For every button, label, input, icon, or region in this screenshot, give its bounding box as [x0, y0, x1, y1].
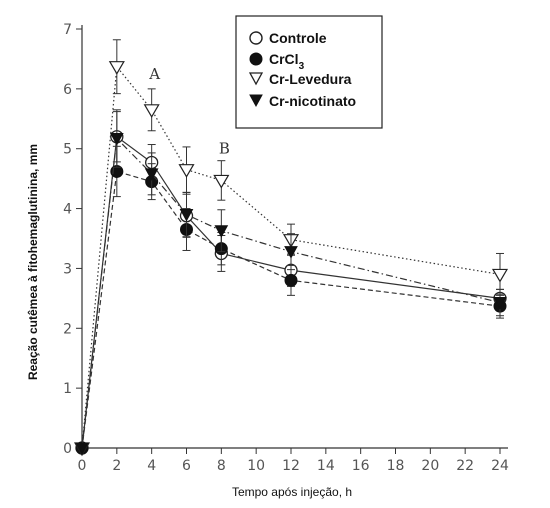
series-cr-nicotinato — [75, 109, 507, 456]
x-tick-label: 8 — [217, 458, 226, 474]
data-point — [108, 61, 125, 75]
data-point — [109, 133, 124, 146]
x-tick-label: 10 — [247, 458, 265, 474]
x-tick-label: 0 — [78, 458, 87, 474]
x-tick-label: 24 — [491, 458, 509, 474]
legend-marker-crcl3 — [249, 52, 263, 66]
annotation-label: A — [148, 65, 160, 83]
y-tick-label: 2 — [63, 321, 72, 337]
y-tick-label: 4 — [63, 202, 72, 218]
legend-label-cr-nicotinato: Cr-nicotinato — [269, 93, 356, 109]
legend: Controle CrCl3 Cr-Levedura Cr-nicotinato — [235, 15, 383, 129]
y-tick-label: 3 — [63, 261, 72, 277]
data-point — [491, 268, 509, 283]
y-tick-label: 6 — [63, 82, 72, 98]
legend-marker-controle — [249, 31, 263, 45]
y-tick-label: 1 — [63, 381, 72, 397]
y-tick-label: 5 — [63, 142, 72, 158]
series-line — [81, 170, 501, 449]
x-tick-label: 20 — [421, 458, 439, 474]
legend-label-cr-levedura: Cr-Levedura — [269, 71, 352, 87]
data-point — [284, 273, 298, 287]
annotations: AB — [148, 65, 230, 158]
y-axis-ticks: 0 1 2 3 4 5 6 7 — [63, 22, 82, 457]
data-point — [214, 225, 229, 238]
legend-label-controle: Controle — [269, 30, 327, 46]
data-point — [178, 164, 195, 178]
data-point — [144, 168, 159, 181]
data-point — [75, 442, 89, 456]
x-axis-title: Tempo após injeção, h — [232, 485, 352, 499]
data-point — [179, 209, 194, 222]
x-tick-label: 2 — [112, 458, 121, 474]
x-axis-ticks: 0 2 4 6 8 10 12 14 16 18 20 22 24 — [78, 448, 509, 474]
legend-marker-cr-nicotinato — [249, 94, 263, 108]
axes — [81, 25, 508, 449]
x-tick-label: 18 — [387, 458, 405, 474]
legend-label-crcl3: CrCl3 — [269, 51, 305, 72]
data-point — [143, 104, 160, 118]
y-tick-label: 7 — [63, 22, 72, 38]
x-tick-label: 4 — [147, 458, 156, 474]
data-point — [493, 297, 507, 310]
data-point — [284, 246, 298, 259]
data-point — [213, 174, 230, 189]
series-crcl3 — [75, 145, 507, 455]
x-tick-label: 12 — [282, 458, 300, 474]
series-layer — [73, 39, 509, 457]
x-tick-label: 22 — [456, 458, 474, 474]
y-tick-label: 0 — [63, 441, 72, 457]
annotation-label: B — [219, 140, 230, 158]
legend-marker-cr-levedura — [248, 72, 264, 86]
x-tick-label: 16 — [352, 458, 370, 474]
y-axis-title: Reação cutêmea à fitohemaglutinina, mm — [26, 144, 40, 380]
x-tick-label: 6 — [182, 458, 191, 474]
x-tick-label: 14 — [317, 458, 335, 474]
